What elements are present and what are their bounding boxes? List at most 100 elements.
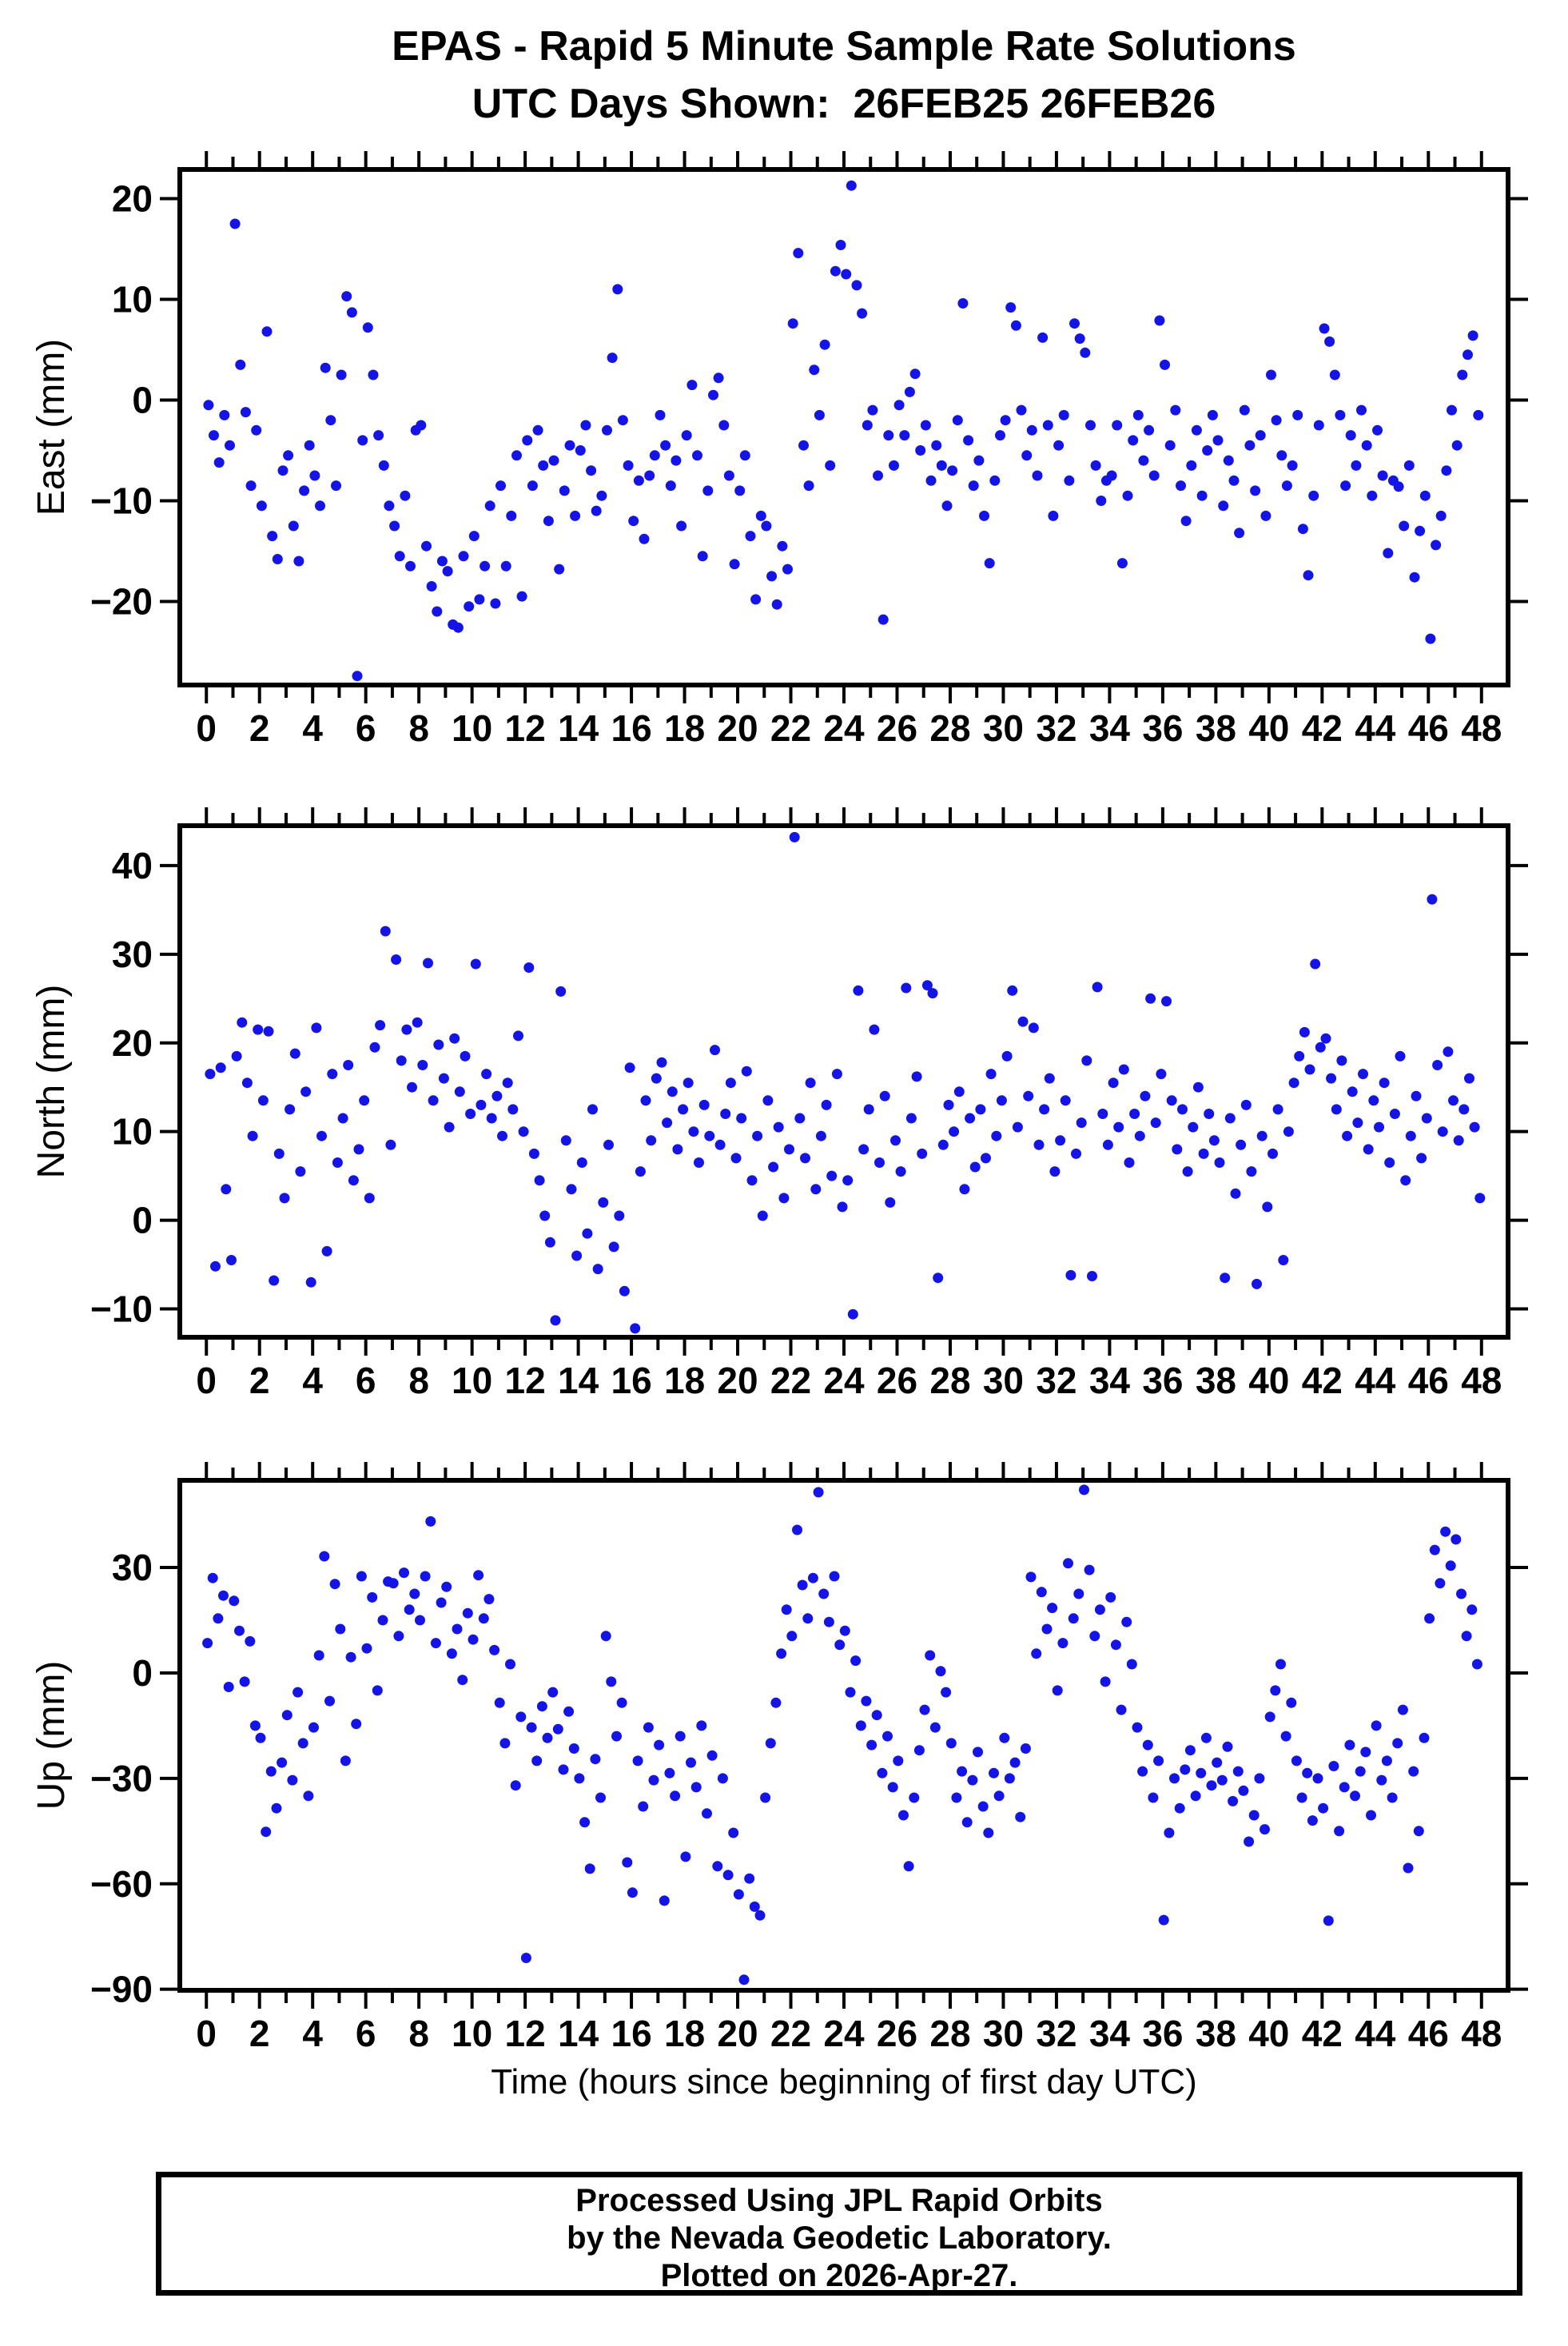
chart-title-line1: EPAS - Rapid 5 Minute Sample Rate Soluti… (392, 23, 1296, 70)
svg-text:0: 0 (196, 1360, 217, 1401)
svg-text:40: 40 (1248, 2013, 1289, 2054)
svg-text:2: 2 (249, 2013, 270, 2054)
tick-labels-east: 0 2 4 6 8 10 12 14 16 18 20 22 24 26 28 30 32 34 36 38 40 42 4… (90, 178, 1502, 750)
svg-text:36: 36 (1142, 2013, 1183, 2054)
tick-labels-up: 0 2 4 6 8 10 12 14 16 18 20 22 24 26 28 30 32 34 36 38 40 42 4… (90, 1547, 1502, 2054)
y-axis-title-up: Up (mm) (30, 1661, 73, 1810)
svg-text:34: 34 (1089, 2013, 1131, 2054)
scatter-plots-canvas: 0 2 4 6 8 10 12 14 16 18 20 22 24 26 28 30 32 34 36 38 40 42 4… (30, 151, 1528, 2054)
svg-text:14: 14 (558, 1360, 599, 1401)
svg-text:4: 4 (302, 1360, 323, 1401)
panel-up: 0 2 4 6 8 10 12 14 16 18 20 22 24 26 28 30 32 34 36 38 40 42 4… (30, 1462, 1528, 2054)
panel-east: 0 2 4 6 8 10 12 14 16 18 20 22 24 26 28 30 32 34 36 38 40 42 4… (30, 151, 1528, 749)
svg-text:34: 34 (1089, 1360, 1131, 1401)
svg-text:32: 32 (1036, 2013, 1077, 2054)
svg-text:10: 10 (452, 1360, 492, 1401)
svg-text:28: 28 (929, 707, 970, 749)
svg-text:8: 8 (408, 1360, 429, 1401)
svg-text:40: 40 (1248, 1360, 1289, 1401)
svg-text:10: 10 (112, 279, 153, 321)
svg-text:8: 8 (408, 707, 429, 749)
svg-text:44: 44 (1355, 1360, 1396, 1401)
svg-text:40: 40 (112, 845, 153, 886)
svg-text:0: 0 (132, 1200, 153, 1241)
svg-text:30: 30 (983, 1360, 1024, 1401)
svg-text:14: 14 (558, 707, 599, 749)
x-axis-title: Time (hours since beginning of first day… (491, 2062, 1197, 2101)
svg-text:24: 24 (823, 707, 865, 749)
svg-text:18: 18 (664, 707, 705, 749)
svg-text:0: 0 (196, 2013, 217, 2054)
data-points-north (205, 831, 1486, 1334)
svg-text:48: 48 (1461, 2013, 1502, 2054)
footer-line3: Plotted on 2026-Apr-27. (660, 2258, 1018, 2293)
svg-text:30: 30 (983, 2013, 1024, 2054)
svg-text:−10: −10 (90, 480, 153, 522)
svg-text:16: 16 (611, 2013, 652, 2054)
svg-text:26: 26 (877, 2013, 917, 2054)
svg-text:0: 0 (132, 380, 153, 421)
chart-title-line2: UTC Days Shown: 26FEB25 26FEB26 (472, 81, 1216, 127)
svg-text:18: 18 (664, 1360, 705, 1401)
data-points-east (203, 180, 1484, 682)
svg-text:20: 20 (717, 707, 758, 749)
tick-labels-north: 0 2 4 6 8 10 12 14 16 18 20 22 24 26 28 30 32 34 36 38 40 42 4… (90, 845, 1502, 1401)
svg-text:12: 12 (505, 707, 546, 749)
svg-text:38: 38 (1196, 707, 1236, 749)
svg-text:10: 10 (452, 707, 492, 749)
svg-text:4: 4 (302, 2013, 323, 2054)
plot-frame-east (177, 167, 1510, 687)
svg-text:22: 22 (770, 707, 811, 749)
svg-text:0: 0 (132, 1652, 153, 1694)
svg-text:2: 2 (249, 1360, 270, 1401)
svg-text:46: 46 (1408, 707, 1449, 749)
svg-text:30: 30 (112, 934, 153, 975)
svg-text:26: 26 (877, 1360, 917, 1401)
svg-text:28: 28 (929, 2013, 970, 2054)
svg-text:6: 6 (356, 707, 376, 749)
svg-text:44: 44 (1355, 707, 1396, 749)
y-axis-title-north: North (mm) (30, 985, 73, 1179)
svg-text:46: 46 (1408, 2013, 1449, 2054)
panel-north: 0 2 4 6 8 10 12 14 16 18 20 22 24 26 28 30 32 34 36 38 40 42 4… (30, 807, 1528, 1401)
svg-text:42: 42 (1302, 2013, 1343, 2054)
svg-text:20: 20 (717, 2013, 758, 2054)
svg-text:6: 6 (356, 1360, 376, 1401)
svg-text:36: 36 (1142, 1360, 1183, 1401)
svg-text:24: 24 (823, 2013, 865, 2054)
footer-box: Processed Using JPL Rapid Orbits by the … (156, 2172, 1522, 2296)
data-points-up (202, 1484, 1482, 1986)
ticks-north (160, 807, 1528, 1356)
svg-text:30: 30 (112, 1547, 153, 1588)
svg-text:44: 44 (1355, 2013, 1396, 2054)
svg-text:24: 24 (823, 1360, 865, 1401)
svg-text:32: 32 (1036, 1360, 1077, 1401)
svg-text:10: 10 (112, 1111, 153, 1153)
svg-text:20: 20 (717, 1360, 758, 1401)
plot-frame-up (177, 1478, 1510, 1993)
svg-text:46: 46 (1408, 1360, 1449, 1401)
svg-text:34: 34 (1089, 707, 1131, 749)
svg-text:20: 20 (112, 178, 153, 220)
svg-text:30: 30 (983, 707, 1024, 749)
svg-text:16: 16 (611, 707, 652, 749)
svg-text:42: 42 (1302, 707, 1343, 749)
svg-text:2: 2 (249, 707, 270, 749)
ticks-up (160, 1462, 1528, 2009)
svg-text:16: 16 (611, 1360, 652, 1401)
svg-text:38: 38 (1196, 1360, 1236, 1401)
svg-text:22: 22 (770, 1360, 811, 1401)
svg-text:12: 12 (505, 1360, 546, 1401)
svg-text:−30: −30 (90, 1758, 153, 1799)
svg-text:18: 18 (664, 2013, 705, 2054)
svg-text:40: 40 (1248, 707, 1289, 749)
svg-text:−60: −60 (90, 1863, 153, 1905)
svg-text:−90: −90 (90, 1969, 153, 2010)
svg-text:42: 42 (1302, 1360, 1343, 1401)
svg-text:−20: −20 (90, 580, 153, 622)
svg-text:6: 6 (356, 2013, 376, 2054)
footer-line2: by the Nevada Geodetic Laboratory. (567, 2221, 1112, 2256)
svg-text:14: 14 (558, 2013, 599, 2054)
svg-text:12: 12 (505, 2013, 546, 2054)
svg-text:0: 0 (196, 707, 217, 749)
